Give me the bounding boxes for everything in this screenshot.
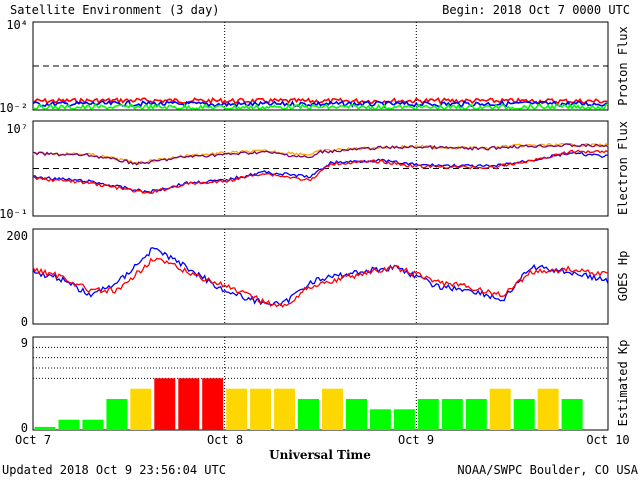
x-axis-label: Universal Time [269, 448, 371, 462]
proton-series-green [32, 102, 608, 111]
hp-ytick-top: 200 [6, 229, 28, 243]
goes-hp-panel-frame [32, 228, 609, 325]
electron-ylabel: Electron Flux [616, 121, 630, 215]
electron-ytick-top: 10⁷ [6, 122, 28, 136]
electron-panel-frame [32, 120, 609, 217]
kp-bar-13 [346, 399, 367, 430]
kp-bar-4 [130, 388, 152, 430]
kp-bar-8 [226, 388, 248, 430]
proton-ylabel: Proton Flux [616, 26, 630, 105]
goes-hp-ylabel: GOES Hp [616, 251, 630, 302]
kp-bar-20 [513, 399, 535, 430]
goes_hp-series-red [32, 257, 609, 308]
proton-series-blue [32, 99, 609, 109]
kp-bar-22 [561, 399, 583, 430]
kp-bar-6 [178, 378, 200, 430]
kp-bar-12 [322, 388, 343, 430]
kp-bar-18 [465, 399, 487, 430]
kp-ytick-bottom: 0 [21, 421, 28, 435]
goes_hp-series-blue [32, 247, 609, 307]
kp-ytick-top: 9 [21, 336, 28, 350]
plot-title: Satellite Environment (3 day) [10, 3, 220, 17]
electron-series-purple [32, 143, 609, 166]
hp-ytick-bottom: 0 [21, 315, 28, 329]
source-credit: NOAA/SWPC Boulder, CO USA [457, 463, 638, 477]
kp-bar-11 [298, 399, 319, 430]
proton-ytick-top: 10⁴ [6, 18, 28, 32]
kp-bar-0 [34, 426, 56, 430]
kp-bar-19 [489, 388, 511, 430]
kp-panel-frame [32, 336, 609, 431]
kp-bar-17 [441, 399, 463, 430]
xtick-oct8: Oct 8 [207, 433, 243, 447]
proton-ytick-bottom: 10⁻² [0, 101, 28, 115]
kp-bar-3 [106, 399, 128, 430]
xtick-oct9: Oct 9 [398, 433, 434, 447]
updated-time: Updated 2018 Oct 9 23:56:04 UTC [2, 463, 226, 477]
kp-bar-7 [202, 378, 224, 430]
proton-panel-frame [32, 21, 609, 111]
kp-bar-15 [393, 409, 415, 430]
kp-ylabel: Estimated Kp [616, 340, 630, 427]
kp-bar-1 [58, 419, 80, 430]
kp-bar-9 [250, 388, 272, 430]
kp-bar-2 [82, 419, 104, 430]
kp-bar-10 [274, 388, 296, 430]
kp-bar-14 [369, 409, 391, 430]
xtick-oct10: Oct 10 [586, 433, 629, 447]
kp-bar-5 [154, 378, 176, 430]
kp-bar-21 [537, 388, 559, 430]
electron-ytick-bottom: 10⁻¹ [0, 207, 28, 221]
kp-bar-16 [417, 399, 439, 430]
xtick-oct7: Oct 7 [15, 433, 51, 447]
electron-series-orange [32, 142, 609, 166]
begin-time: Begin: 2018 Oct 7 0000 UTC [442, 3, 630, 17]
electron-series-red [32, 149, 609, 194]
